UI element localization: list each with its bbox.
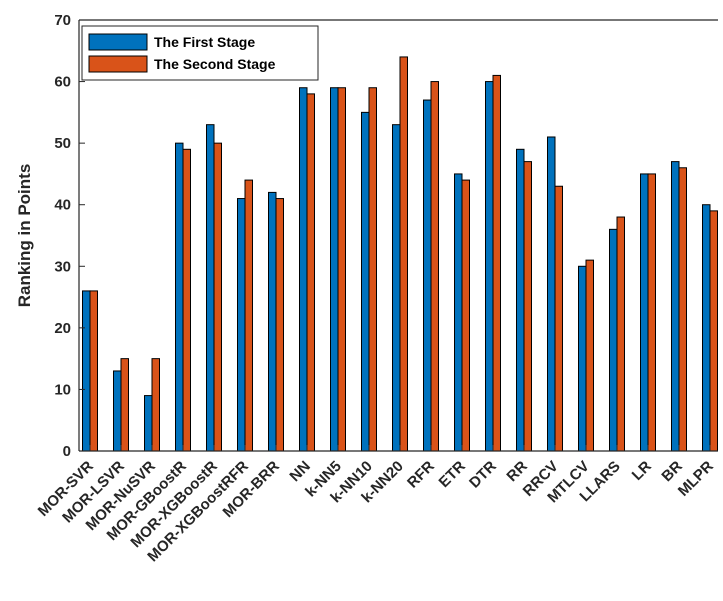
bar-second-stage-mor-xgboostr (213, 142, 222, 452)
bar-second-stage-rrcv (554, 185, 563, 452)
bar-first-stage-rr (516, 148, 525, 452)
bar-second-stage-rr (523, 161, 532, 452)
y-axis-title: Ranking in Points (15, 164, 34, 308)
bar-first-stage-mlpr (702, 204, 711, 452)
x-tick-label: LR (629, 458, 655, 484)
bar-first-stage-nn (299, 87, 308, 452)
bar-first-stage-rfr (423, 99, 432, 452)
bar-first-stage-mor-svr (82, 290, 91, 452)
bar-first-stage-k-nn20 (392, 124, 401, 452)
bar-first-stage-etr (454, 173, 463, 452)
bar-second-stage-dtr (492, 74, 501, 452)
bar-second-stage-llars (616, 216, 625, 452)
bar-second-stage-k-nn10 (368, 87, 377, 452)
legend-swatch-first-stage (88, 33, 148, 51)
plot-area: 010203040506070MOR-SVRMOR-LSVRMOR-NuSVRM… (35, 12, 718, 565)
bar-second-stage-mor-xgboostrfr (244, 179, 253, 452)
bar-second-stage-k-nn20 (399, 56, 408, 452)
bar-second-stage-etr (461, 179, 470, 452)
bar-first-stage-lr (640, 173, 649, 452)
bar-second-stage-mor-nusvr (151, 358, 160, 452)
bar-first-stage-br (671, 161, 680, 452)
x-tick-label: DTR (466, 458, 500, 492)
bar-second-stage-mtlcv (585, 259, 594, 452)
bar-first-stage-k-nn5 (330, 87, 339, 452)
y-tick-label: 0 (63, 443, 71, 460)
y-tick-label: 20 (54, 320, 71, 337)
y-tick-label: 40 (54, 197, 71, 214)
y-tick-label: 70 (54, 12, 71, 29)
bar-second-stage-k-nn5 (337, 87, 346, 452)
legend-swatch-second-stage (88, 55, 148, 73)
x-tick-label: ETR (436, 458, 469, 491)
bar-first-stage-mor-nusvr (144, 395, 153, 452)
bar-second-stage-rfr (430, 81, 439, 452)
bar-first-stage-llars (609, 228, 618, 452)
bar-second-stage-mor-gboostr (182, 148, 191, 452)
bar-first-stage-mtlcv (578, 265, 587, 452)
legend: The First Stage The Second Stage (81, 25, 319, 81)
y-tick-label: 30 (54, 258, 71, 275)
bar-first-stage-mor-brr (268, 191, 277, 452)
bar-second-stage-mor-lsvr (120, 358, 129, 452)
y-tick-label: 10 (54, 381, 71, 398)
bar-first-stage-mor-gboostr (175, 142, 184, 452)
y-tick-label: 50 (54, 135, 71, 152)
bar-second-stage-mor-brr (275, 198, 284, 452)
x-tick-label: RFR (404, 458, 438, 492)
legend-label-first-stage: The First Stage (154, 34, 255, 50)
legend-label-second-stage: The Second Stage (154, 56, 276, 72)
bar-first-stage-k-nn10 (361, 111, 370, 452)
bar-second-stage-br (678, 167, 687, 452)
bar-first-stage-mor-xgboostrfr (237, 198, 246, 452)
bar-second-stage-mlpr (709, 210, 718, 452)
bar-first-stage-mor-xgboostr (206, 124, 215, 452)
y-tick-label: 60 (54, 74, 71, 91)
bar-first-stage-rrcv (547, 136, 556, 452)
bar-first-stage-dtr (485, 81, 494, 452)
bar-second-stage-lr (647, 173, 656, 452)
bar-second-stage-mor-svr (89, 290, 98, 452)
x-tick-label: MLPR (675, 458, 717, 500)
bar-first-stage-mor-lsvr (113, 370, 122, 452)
bar-second-stage-nn (306, 93, 315, 452)
